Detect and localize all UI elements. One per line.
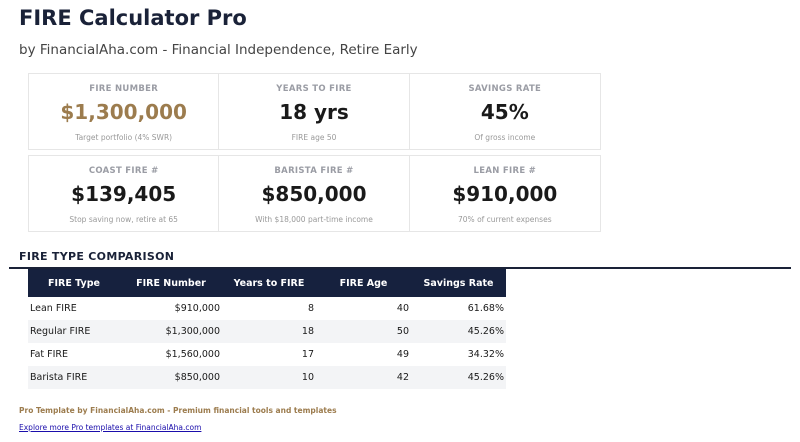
page-title: FIRE Calculator Pro [19, 6, 247, 30]
table-cell: 49 [396, 349, 409, 360]
card-value: $850,000 [261, 182, 367, 206]
card-years-to-fire: YEARS TO FIRE 18 yrs FIRE age 50 [219, 74, 410, 149]
table-cell: 17 [301, 349, 314, 360]
card-value: $910,000 [452, 182, 558, 206]
column-header: FIRE Type [28, 269, 120, 297]
table-cell: 8 [307, 303, 314, 314]
table-row: Fat FIRE $1,560,000 17 49 34.32% [28, 343, 506, 366]
table-cell: 34.32% [467, 349, 504, 360]
table-cell: $850,000 [120, 366, 222, 389]
card-label: LEAN FIRE # [473, 166, 537, 176]
card-label: YEARS TO FIRE [276, 84, 352, 94]
card-value: 45% [480, 100, 529, 124]
table-row: Barista FIRE $850,000 10 42 45.26% [28, 366, 506, 389]
card-label: COAST FIRE # [88, 166, 159, 176]
card-note: Stop saving now, retire at 65 [69, 215, 178, 224]
metrics-row-2: COAST FIRE # $139,405 Stop saving now, ret… [28, 155, 601, 232]
table-row: Regular FIRE $1,300,000 18 50 45.26% [28, 320, 506, 343]
explore-templates-link[interactable]: Explore more Pro templates at FinancialA… [19, 423, 202, 432]
card-note: Target portfolio (4% SWR) [75, 133, 173, 142]
comparison-table: FIRE Type FIRE Number Years to FIRE FIRE… [28, 269, 506, 389]
pro-template-note: Pro Template by FinancialAha.com - Premi… [19, 406, 337, 415]
table-cell: $1,560,000 [165, 349, 220, 360]
table-cell: Barista FIRE [28, 366, 120, 389]
table-cell: 45.26% [411, 366, 506, 389]
table-cell: 40 [396, 303, 409, 314]
section-heading: FIRE TYPE COMPARISON [19, 250, 175, 263]
table-cell: $910,000 [174, 303, 220, 314]
card-barista-fire: BARISTA FIRE # $850,000 With $18,000 part-… [219, 156, 410, 231]
page-subtitle: by FinancialAha.com - Financial Independ… [19, 42, 418, 58]
column-header: FIRE Number [120, 269, 222, 297]
card-value: $139,405 [71, 182, 177, 206]
table-cell: 18 [222, 320, 316, 343]
card-label: BARISTA FIRE # [274, 166, 354, 176]
card-value: $1,300,000 [60, 100, 187, 124]
section-divider [9, 267, 791, 269]
column-header: Savings Rate [411, 269, 506, 297]
table-cell: Fat FIRE [30, 349, 69, 360]
card-note: 70% of current expenses [458, 215, 552, 224]
table-cell: $1,300,000 [120, 320, 222, 343]
card-coast-fire: COAST FIRE # $139,405 Stop saving now, ret… [29, 156, 220, 231]
table-row: Lean FIRE $910,000 8 40 61.68% [28, 297, 506, 320]
table-cell: Lean FIRE [30, 303, 77, 314]
column-header: Years to FIRE [222, 269, 316, 297]
card-savings-rate: SAVINGS RATE 45% Of gross income [410, 74, 600, 149]
card-note: With $18,000 part-time income [255, 215, 373, 224]
card-lean-fire: LEAN FIRE # $910,000 70% of current expens… [410, 156, 600, 231]
metrics-row-1: FIRE NUMBER $1,300,000 Target portfolio (4… [28, 73, 601, 150]
table-cell: 42 [316, 366, 411, 389]
table-cell: 61.68% [467, 303, 504, 314]
card-note: FIRE age 50 [291, 133, 337, 142]
table-cell: 10 [222, 366, 316, 389]
column-header: FIRE Age [316, 269, 411, 297]
table-cell: 45.26% [411, 320, 506, 343]
card-note: Of gross income [474, 133, 536, 142]
table-cell: 50 [316, 320, 411, 343]
card-label: FIRE NUMBER [89, 84, 159, 94]
card-fire-number: FIRE NUMBER $1,300,000 Target portfolio (4… [29, 74, 220, 149]
card-value: 18 yrs [279, 100, 349, 124]
card-label: SAVINGS RATE [468, 84, 542, 94]
table-header-row: FIRE Type FIRE Number Years to FIRE FIRE… [28, 269, 506, 297]
table-cell: Regular FIRE [28, 320, 120, 343]
